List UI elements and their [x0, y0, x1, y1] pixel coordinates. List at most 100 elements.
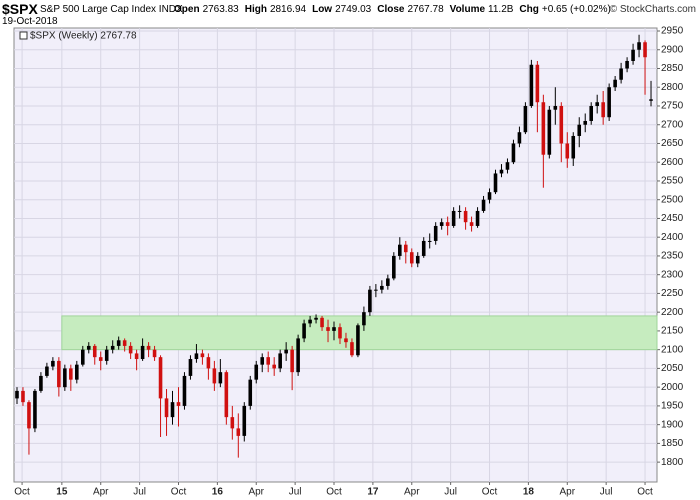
- candle-body: [505, 162, 510, 170]
- candle-body: [224, 372, 229, 418]
- candle-body: [236, 428, 241, 436]
- candle-body: [218, 372, 223, 384]
- candle-body: [320, 317, 324, 328]
- y-tick-label: 1900: [661, 419, 684, 430]
- candle-body: [146, 345, 151, 350]
- quote-value: 2767.78: [407, 4, 444, 15]
- candle-body: [601, 102, 605, 118]
- candle-body: [607, 87, 611, 118]
- x-tick-label: 16: [212, 487, 224, 498]
- candle-body: [260, 357, 265, 365]
- candle-body: [326, 327, 330, 331]
- candle-body: [51, 360, 55, 367]
- candle-body: [403, 244, 408, 253]
- candle-body: [619, 68, 623, 80]
- y-tick-label: 2500: [661, 194, 684, 205]
- candle-body: [110, 345, 115, 350]
- y-tick-label: 2150: [661, 326, 684, 337]
- quote-value: 2816.94: [269, 4, 307, 15]
- candle-body: [475, 210, 480, 226]
- x-tick-label: Jul: [600, 487, 613, 498]
- candle-body: [583, 120, 588, 125]
- y-tick-label: 1800: [661, 457, 684, 468]
- y-tick-label: 2600: [661, 157, 684, 168]
- candle-body: [248, 379, 253, 406]
- y-tick-label: 2800: [661, 82, 684, 93]
- candle-body: [182, 375, 187, 406]
- candle-body: [350, 342, 354, 356]
- candle-body: [116, 340, 121, 346]
- candle-body: [254, 364, 259, 380]
- quote-label: High: [244, 4, 267, 15]
- y-tick-label: 2200: [661, 307, 684, 318]
- candle-body: [27, 402, 31, 429]
- candle-body: [589, 105, 593, 121]
- candle-body: [368, 289, 372, 313]
- candle-body: [463, 210, 468, 223]
- candle-body: [128, 345, 133, 354]
- x-tick-label: Jul: [133, 487, 146, 498]
- plot-area: [13, 27, 658, 483]
- candle-body: [613, 79, 617, 88]
- y-tick-label: 2650: [661, 138, 684, 149]
- legend-swatch: [19, 31, 28, 40]
- candle-body: [80, 349, 85, 365]
- candle-body: [21, 390, 25, 403]
- candle-body: [362, 312, 366, 326]
- candle-body: [314, 317, 318, 320]
- candle-body: [188, 359, 193, 376]
- candle-body: [409, 252, 414, 264]
- candle-body: [469, 222, 474, 226]
- candle-body: [266, 357, 271, 365]
- candle-body: [338, 327, 342, 339]
- candle-body: [499, 169, 504, 174]
- quote-value: 11.2B: [488, 4, 514, 15]
- candle-body: [374, 289, 378, 291]
- candle-body: [33, 390, 37, 429]
- candle-body: [332, 327, 336, 331]
- candle-body: [242, 405, 247, 436]
- candle-body: [278, 353, 282, 369]
- candle-body: [98, 357, 103, 361]
- candle-body: [565, 143, 570, 159]
- candle-body: [625, 60, 629, 69]
- candle-body: [75, 364, 79, 380]
- x-tick-label: Apr: [559, 487, 575, 498]
- candle-body: [302, 323, 306, 339]
- y-tick-label: 1950: [661, 401, 684, 412]
- candle-body: [577, 124, 582, 136]
- candle-body: [643, 42, 647, 58]
- y-tick-label: 2700: [661, 119, 684, 130]
- candle-body: [356, 325, 360, 356]
- candle-body: [140, 345, 145, 360]
- candle-body: [649, 99, 653, 101]
- candle-body: [433, 225, 438, 241]
- x-tick-label: Oct: [482, 487, 498, 498]
- quote-label: Low: [312, 4, 333, 15]
- legend: $SPX (Weekly) 2767.78: [30, 31, 137, 42]
- candle-body: [571, 135, 576, 159]
- candle-body: [212, 368, 217, 384]
- candle-body: [541, 102, 546, 155]
- quote-label: Close: [377, 4, 405, 15]
- candle-body: [45, 366, 49, 376]
- candle-body: [104, 349, 109, 361]
- y-tick-label: 2300: [661, 269, 684, 280]
- candle-body: [445, 222, 450, 226]
- candle-body: [284, 349, 288, 354]
- candle-body: [290, 349, 294, 373]
- candle-body: [134, 353, 139, 360]
- candle-body: [230, 417, 235, 429]
- candle-body: [481, 199, 486, 211]
- candle-body: [194, 353, 199, 360]
- y-tick-label: 2400: [661, 232, 684, 243]
- candle-body: [57, 360, 61, 388]
- header: $SPX S&P 500 Large Cap Index INDX 19-Oct…: [2, 1, 698, 27]
- candle-body: [547, 109, 552, 155]
- candle-body: [637, 42, 641, 50]
- candle-body: [451, 210, 456, 226]
- candle-body: [380, 285, 384, 290]
- candle-body: [296, 338, 300, 373]
- candle-body: [511, 143, 516, 163]
